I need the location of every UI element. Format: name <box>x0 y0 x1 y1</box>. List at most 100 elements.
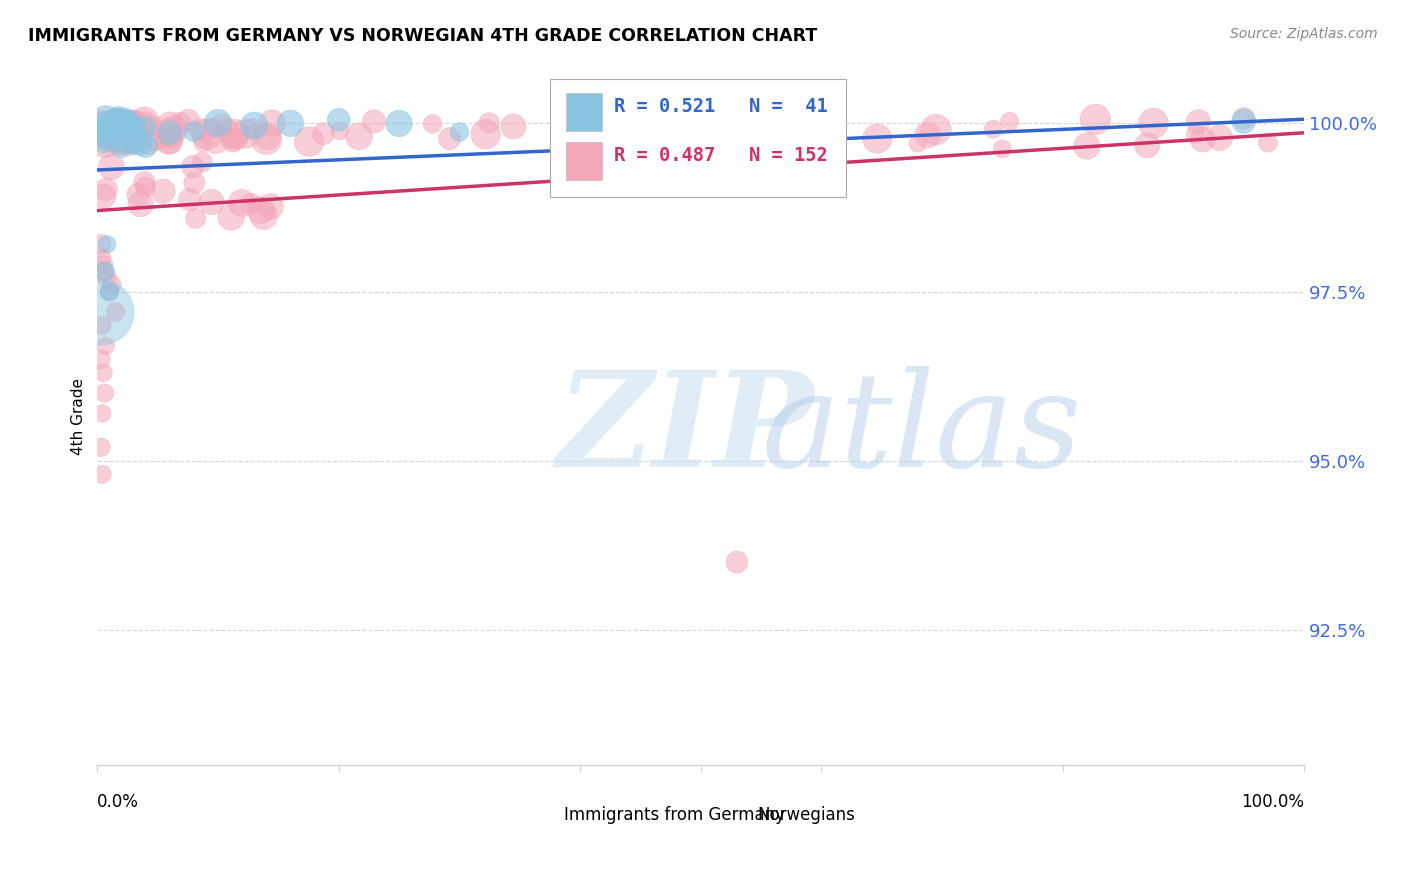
Point <box>108 119 131 133</box>
Point <box>101 133 124 147</box>
Point <box>135 120 157 135</box>
Point <box>917 128 939 142</box>
Point <box>183 176 205 190</box>
Point <box>100 120 122 134</box>
Point <box>115 116 138 130</box>
Point <box>93 366 115 380</box>
Point <box>502 120 524 134</box>
Point <box>96 237 118 252</box>
Point <box>152 184 174 198</box>
Point <box>207 116 229 130</box>
Point <box>100 160 122 174</box>
Point <box>763 120 786 134</box>
Point <box>118 130 141 145</box>
Point <box>209 118 232 132</box>
Point <box>93 264 115 278</box>
Text: Norwegians: Norwegians <box>758 806 855 824</box>
Point <box>1184 127 1206 141</box>
Bar <box>565 142 602 180</box>
Point <box>93 189 115 203</box>
Point <box>328 124 350 138</box>
Point <box>93 120 115 134</box>
Point <box>142 119 165 133</box>
Point <box>90 237 112 252</box>
Y-axis label: 4th Grade: 4th Grade <box>72 378 86 455</box>
Point <box>280 116 302 130</box>
Point <box>184 211 207 226</box>
Point <box>94 135 117 149</box>
Bar <box>531 805 558 826</box>
Point <box>637 133 659 147</box>
Point <box>107 115 129 129</box>
Point <box>145 132 167 146</box>
Point <box>94 129 117 144</box>
Point <box>813 134 835 148</box>
Point <box>621 122 644 136</box>
Point <box>156 128 179 143</box>
Point <box>104 131 127 145</box>
Point <box>1257 136 1279 150</box>
Point <box>104 123 127 137</box>
Point <box>201 121 224 136</box>
Point <box>1136 138 1159 153</box>
Point <box>218 123 240 137</box>
Point <box>1142 116 1164 130</box>
Point <box>256 132 278 146</box>
Point <box>93 136 115 150</box>
Point <box>103 132 125 146</box>
Point <box>449 125 471 139</box>
Point <box>1084 112 1107 127</box>
Point <box>105 114 128 128</box>
Point <box>101 113 124 128</box>
Point <box>93 386 115 401</box>
Point <box>134 179 156 194</box>
Point <box>91 318 114 333</box>
Point <box>225 132 247 146</box>
Point <box>866 131 889 145</box>
Point <box>93 258 115 272</box>
Point <box>93 131 115 145</box>
Point <box>1233 114 1256 128</box>
Point <box>122 135 145 149</box>
Point <box>98 131 121 145</box>
Point <box>1076 139 1098 153</box>
Point <box>111 120 134 135</box>
Point <box>101 120 124 135</box>
Point <box>128 136 150 150</box>
Point <box>129 197 152 211</box>
Point <box>105 118 128 132</box>
Point <box>117 120 139 134</box>
Point <box>183 124 205 138</box>
Text: 100.0%: 100.0% <box>1241 793 1305 811</box>
Point <box>998 114 1021 128</box>
Point <box>756 136 779 150</box>
Point <box>111 129 134 144</box>
Point <box>120 130 142 145</box>
Point <box>363 114 385 128</box>
Point <box>191 136 214 150</box>
Point <box>96 271 118 285</box>
Point <box>121 118 143 132</box>
Point <box>93 129 115 144</box>
Point <box>347 129 370 144</box>
Point <box>439 131 461 145</box>
Point <box>991 142 1014 156</box>
Text: Immigrants from Germany: Immigrants from Germany <box>564 806 786 824</box>
Text: IMMIGRANTS FROM GERMANY VS NORWEGIAN 4TH GRADE CORRELATION CHART: IMMIGRANTS FROM GERMANY VS NORWEGIAN 4TH… <box>28 27 817 45</box>
Point <box>98 285 121 299</box>
Bar <box>725 805 751 826</box>
Point <box>115 129 138 144</box>
Point <box>181 160 204 174</box>
Point <box>127 187 149 202</box>
Point <box>91 467 114 482</box>
Point <box>163 122 186 136</box>
Point <box>252 209 274 223</box>
Point <box>205 133 228 147</box>
Point <box>240 197 263 211</box>
Point <box>94 124 117 138</box>
Text: R = 0.521   N =  41: R = 0.521 N = 41 <box>614 97 828 116</box>
Point <box>388 116 411 130</box>
Point <box>100 120 122 134</box>
Point <box>114 112 136 127</box>
Text: R = 0.487   N = 152: R = 0.487 N = 152 <box>614 146 828 165</box>
